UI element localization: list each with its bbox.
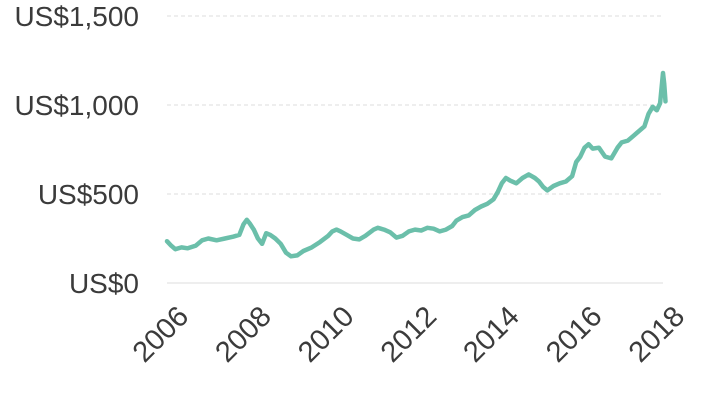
x-tick-label: 2014 [458, 300, 526, 368]
y-tick-label: US$1,000 [14, 90, 139, 121]
x-tick-label: 2006 [127, 300, 195, 368]
x-tick-label: 2008 [210, 300, 278, 368]
x-tick-label: 2018 [623, 300, 691, 368]
x-tick-label: 2016 [540, 300, 608, 368]
x-axis-tick-labels: 2006 2008 2010 2012 2014 2016 2018 [127, 300, 691, 368]
x-tick-label: 2012 [375, 300, 443, 368]
y-tick-label: US$0 [69, 268, 139, 299]
series-layer [164, 70, 668, 259]
price-series-line [164, 70, 668, 259]
x-tick-label: 2010 [292, 300, 360, 368]
gridlines [167, 15, 663, 284]
y-tick-label: US$1,500 [14, 1, 139, 32]
y-tick-label: US$500 [38, 179, 139, 210]
y-axis-tick-labels: US$0 US$500 US$1,000 US$1,500 [14, 1, 139, 299]
